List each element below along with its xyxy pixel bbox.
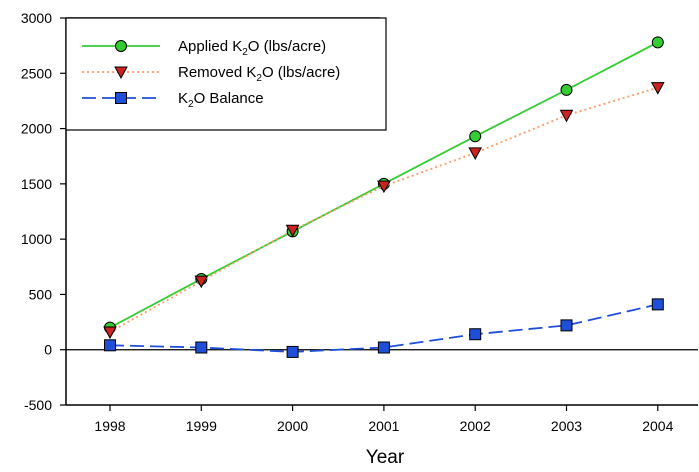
data-point-triangle xyxy=(194,275,209,289)
x-tick-label: 1998 xyxy=(94,418,125,434)
data-point-triangle xyxy=(559,109,574,123)
data-point-circle xyxy=(115,40,127,52)
data-point-square xyxy=(115,92,127,104)
x-tick-label: 2002 xyxy=(460,418,491,434)
data-point-triangle xyxy=(650,82,665,95)
data-point-circle xyxy=(469,130,482,143)
data-point-triangle xyxy=(468,147,483,160)
data-point-square xyxy=(286,345,299,358)
data-point-square xyxy=(469,328,482,341)
legend-item: K2O Balance xyxy=(82,90,264,110)
x-tick-label: 2000 xyxy=(277,418,308,434)
data-point-square xyxy=(651,298,664,311)
y-tick-label: 1500 xyxy=(21,176,52,192)
data-point-triangle xyxy=(103,326,117,340)
data-point-circle xyxy=(560,83,573,96)
x-tick-label: 1999 xyxy=(186,418,217,434)
series-layer xyxy=(103,36,665,358)
x-tick-label: 2004 xyxy=(642,418,673,434)
data-point-square xyxy=(195,341,208,354)
data-point-circle xyxy=(651,36,664,49)
legend-label: Applied K2O (lbs/acre) xyxy=(178,38,326,58)
y-tick-label: 500 xyxy=(29,286,53,302)
y-tick-label: 2000 xyxy=(21,121,52,137)
data-point-square xyxy=(560,319,573,332)
data-point-square xyxy=(377,341,390,354)
legend: Applied K2O (lbs/acre) Removed K2O (lbs/a… xyxy=(65,17,387,131)
data-point-triangle xyxy=(377,180,391,194)
series-3 xyxy=(104,298,664,358)
y-tick-label: 3000 xyxy=(21,10,52,26)
y-tick-label: 1000 xyxy=(21,231,52,247)
data-point-triangle xyxy=(285,224,300,238)
y-tick-label: 0 xyxy=(44,342,52,358)
data-point-square xyxy=(104,339,116,352)
x-axis-ticks: 1998 1999 2000 2001 2002 2003 2004 xyxy=(94,405,674,434)
series-2 xyxy=(103,82,665,340)
legend-label: Removed K2O (lbs/acre) xyxy=(178,64,340,84)
y-axis-ticks: -500 0 500 1000 1500 2000 2500 3000 xyxy=(21,10,66,413)
x-axis-title: Year xyxy=(366,447,405,468)
data-point-triangle xyxy=(114,66,128,80)
x-tick-label: 2001 xyxy=(368,418,399,434)
y-tick-label: 2500 xyxy=(21,65,52,81)
x-tick-label: 2003 xyxy=(551,418,582,434)
legend-item: Applied K2O (lbs/acre) xyxy=(82,38,326,58)
legend-label: K2O Balance xyxy=(178,90,264,110)
legend-item: Removed K2O (lbs/acre) xyxy=(82,64,340,84)
y-tick-label: -500 xyxy=(24,397,52,413)
